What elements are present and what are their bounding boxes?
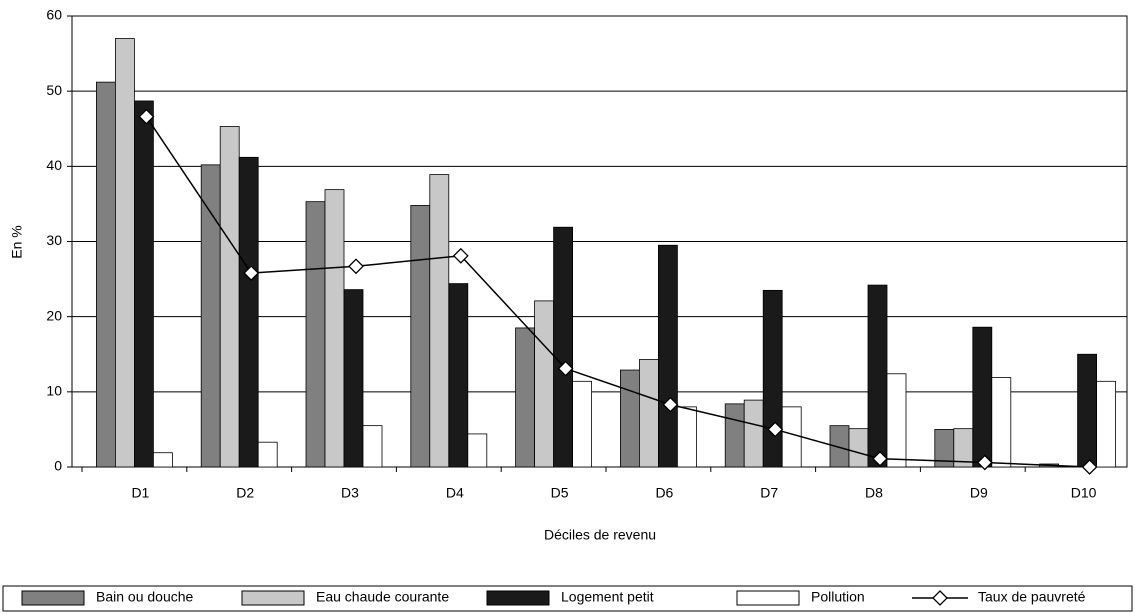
legend-swatch — [486, 590, 550, 606]
legend-label: Pollution — [811, 589, 865, 605]
bar — [305, 201, 326, 468]
bar — [1077, 353, 1097, 468]
bar — [257, 441, 278, 468]
x-tick-label: D6 — [655, 485, 673, 501]
line-marker — [557, 360, 574, 377]
legend-label: Bain ou douche — [96, 589, 194, 605]
line-marker — [872, 450, 888, 467]
bar — [133, 100, 154, 468]
line-marker — [348, 258, 364, 275]
bar — [152, 452, 173, 468]
y-tick-label: 20 — [46, 307, 62, 323]
plot-frame — [71, 15, 1128, 468]
bar — [743, 399, 764, 468]
bar — [991, 377, 1012, 468]
bar — [429, 174, 450, 468]
x-axis-label: Déciles de revenu — [544, 527, 656, 543]
bar — [96, 81, 116, 468]
y-tick-label: 10 — [46, 383, 62, 399]
x-tick-label: D5 — [551, 485, 569, 501]
line-marker — [1081, 459, 1098, 475]
legend-marker — [932, 590, 948, 606]
bar — [343, 289, 364, 468]
line-marker — [767, 421, 784, 438]
bar — [553, 226, 573, 468]
line-marker — [662, 396, 679, 413]
x-tick-label: D7 — [760, 485, 778, 501]
bar — [867, 284, 888, 468]
bar — [448, 283, 469, 468]
bar — [620, 369, 640, 468]
line-marker — [452, 247, 469, 264]
bar — [238, 156, 259, 468]
x-tick-label: D10 — [1071, 485, 1097, 501]
bar — [639, 359, 659, 468]
bar — [200, 164, 221, 468]
y-axis-label: En % — [9, 225, 25, 258]
bar — [781, 406, 802, 468]
bar — [677, 406, 697, 468]
bar — [848, 428, 869, 468]
bar — [972, 326, 993, 468]
x-tick-label: D2 — [236, 485, 254, 501]
y-tick-label: 0 — [54, 458, 62, 474]
legend-swatch — [241, 590, 305, 606]
bar — [762, 289, 783, 468]
bar — [829, 425, 850, 468]
bar — [534, 300, 554, 468]
y-tick-label: 40 — [46, 157, 62, 173]
bar — [324, 189, 345, 468]
y-tick-label: 50 — [46, 82, 62, 98]
bar — [410, 205, 431, 468]
y-tick-label: 60 — [46, 7, 62, 23]
bar — [362, 425, 383, 468]
bar — [115, 38, 135, 468]
x-tick-label: D3 — [341, 485, 359, 501]
bar — [658, 244, 678, 468]
line-marker — [243, 265, 260, 281]
bar — [515, 327, 535, 468]
x-tick-label: D4 — [446, 485, 464, 501]
line-marker — [138, 108, 155, 125]
legend-label: Taux de pauvreté — [978, 589, 1086, 605]
bar — [467, 433, 488, 468]
x-tick-label: D9 — [970, 485, 988, 501]
legend-swatch — [21, 590, 85, 606]
legend-box — [2, 585, 1133, 612]
legend-label: Eau chaude courante — [316, 589, 449, 605]
bar — [572, 380, 592, 468]
x-tick-label: D8 — [865, 485, 883, 501]
bar — [886, 373, 907, 468]
line — [145, 116, 1090, 468]
legend-swatch — [736, 590, 800, 606]
bar — [219, 126, 240, 468]
bar — [724, 403, 745, 468]
x-tick-label: D1 — [131, 485, 149, 501]
legend-label: Logement petit — [561, 589, 654, 605]
bar — [1096, 380, 1116, 468]
line-marker — [976, 454, 993, 471]
y-tick-label: 30 — [46, 232, 62, 248]
